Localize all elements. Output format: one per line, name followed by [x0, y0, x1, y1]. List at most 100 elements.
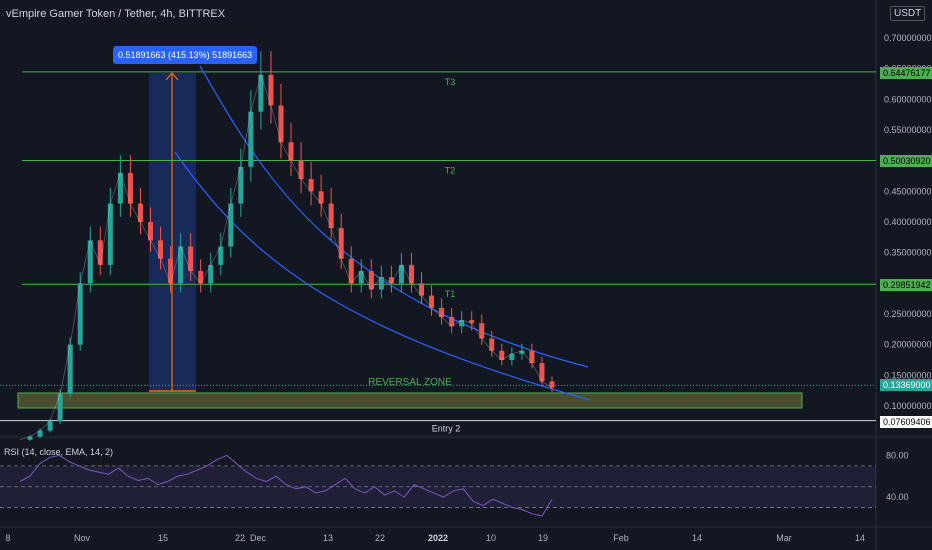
candle-body-53 [549, 381, 555, 388]
y-tick-2: 0.60000000 [884, 94, 932, 104]
candle-body-45 [469, 320, 475, 324]
chart-title: vEmpire Gamer Token / Tether, 4h, BITTRE… [6, 8, 226, 20]
candle-body-40 [419, 283, 425, 296]
candle-body-21 [228, 203, 234, 247]
candle-body-18 [198, 271, 204, 284]
candle-body-23 [248, 111, 254, 167]
candle-body-16 [178, 246, 184, 284]
candle-body-34 [358, 271, 364, 284]
y-tick-10: 0.20000000 [884, 340, 932, 350]
candle-body-27 [288, 142, 294, 161]
candle-body-13 [147, 222, 153, 241]
candle-body-2 [37, 430, 43, 437]
x-tick-9: 19 [538, 533, 548, 543]
channel-lower [174, 151, 591, 401]
rsi-tick-0: 80.00 [886, 450, 909, 460]
candle-body-19 [208, 264, 214, 284]
candle-body-35 [368, 271, 374, 290]
candle-body-10 [117, 172, 123, 204]
candle-body-15 [168, 258, 174, 284]
candle-body-8 [97, 240, 103, 265]
candle-body-7 [87, 240, 93, 284]
reversal-zone-label: REVERSAL ZONE [368, 377, 452, 388]
x-tick-10: Feb [613, 533, 629, 543]
price-tag-entry: 0.07609406 [880, 416, 932, 428]
candle-body-31 [328, 203, 334, 229]
reversal-zone [17, 392, 803, 409]
candle-body-11 [127, 172, 133, 204]
candle-body-29 [308, 179, 314, 192]
candle-body-1 [27, 436, 33, 440]
candle-body-49 [509, 353, 515, 360]
candle-body-46 [479, 323, 485, 339]
y-tick-5: 0.45000000 [884, 186, 932, 196]
candle-body-25 [268, 74, 274, 106]
candle-body-44 [459, 320, 465, 327]
candle-body-4 [57, 393, 63, 422]
rsi-series [19, 454, 553, 517]
candle-body-3 [47, 421, 53, 431]
channel-upper [199, 65, 589, 368]
y-tick-11: 0.15000000 [884, 370, 932, 380]
x-tick-1: Nov [74, 533, 91, 543]
candle-body-22 [238, 166, 244, 204]
entry-label: Entry 2 [432, 424, 461, 434]
currency-button[interactable]: USDT [890, 6, 926, 21]
candle-body-33 [348, 258, 354, 284]
candle-body-32 [338, 228, 344, 259]
x-tick-6: 22 [375, 533, 385, 543]
candle-body-36 [378, 277, 384, 290]
rsi-tick-1: 40.00 [886, 492, 909, 502]
candle-body-51 [529, 350, 535, 364]
candle-body-30 [318, 191, 324, 204]
candle-body-17 [188, 246, 194, 272]
y-tick-12: 0.10000000 [884, 401, 932, 411]
price-tag-t3: 0.64476177 [880, 67, 932, 79]
y-tick-7: 0.35000000 [884, 248, 932, 258]
y-tick-3: 0.55000000 [884, 125, 932, 135]
measure-label: 0.51891663 (415.13%) 51891663 [113, 46, 258, 64]
measure-arrowhead [165, 72, 179, 81]
x-tick-11: 14 [692, 533, 702, 543]
x-tick-2: 15 [158, 533, 168, 543]
price-series [19, 73, 553, 441]
rsi-label: RSI (14, close, EMA, 14, 2) [4, 447, 114, 457]
x-tick-7: 2022 [428, 533, 448, 543]
candle-body-9 [107, 203, 113, 265]
candle-body-42 [439, 307, 445, 318]
x-tick-0: 8 [5, 533, 10, 543]
candle-body-50 [519, 350, 525, 354]
x-tick-5: 13 [323, 533, 333, 543]
price-tag-last: 0.13369000 [880, 379, 932, 391]
candle-body-43 [449, 317, 455, 327]
candle-body-14 [158, 240, 164, 259]
price-tag-t1: 0.29851942 [880, 279, 932, 291]
price-tag-t2: 0.50030920 [880, 155, 932, 167]
candle-body-26 [278, 105, 284, 143]
x-tick-3: 22 [235, 533, 245, 543]
target-label-t1: T1 [445, 289, 456, 299]
x-tick-12: Mar [776, 533, 792, 543]
candle-body-24 [258, 74, 264, 112]
candle-body-48 [499, 350, 505, 360]
candle-body-12 [137, 203, 143, 222]
candle-body-47 [489, 338, 495, 351]
candle-body-37 [388, 277, 394, 284]
candle-body-6 [77, 283, 83, 345]
target-label-t2: T2 [445, 165, 456, 175]
candle-body-5 [67, 344, 73, 394]
target-label-t3: T3 [445, 77, 456, 87]
candle-body-52 [539, 363, 545, 382]
candle-body-41 [429, 295, 435, 308]
y-tick-6: 0.40000000 [884, 217, 932, 227]
candle-body-28 [298, 160, 304, 180]
x-tick-13: 14 [855, 533, 865, 543]
y-tick-9: 0.25000000 [884, 309, 932, 319]
candle-body-20 [218, 246, 224, 265]
x-tick-8: 10 [486, 533, 496, 543]
candle-body-38 [398, 264, 404, 284]
y-tick-0: 0.70000000 [884, 33, 932, 43]
candle-body-39 [408, 264, 414, 284]
x-tick-4: Dec [250, 533, 267, 543]
